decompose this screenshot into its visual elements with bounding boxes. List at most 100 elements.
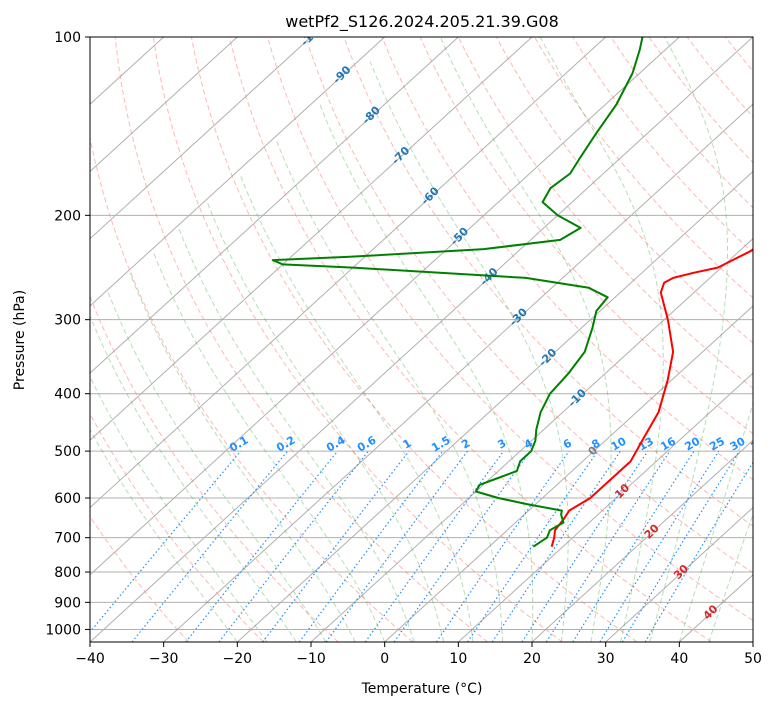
y-tick-label: 600 bbox=[54, 491, 81, 507]
mixing-ratio-line bbox=[467, 450, 599, 642]
dry-adiabat-line bbox=[572, 37, 753, 254]
dry-adiabat-line bbox=[305, 37, 753, 574]
mixing-ratio-line bbox=[218, 450, 369, 642]
moist-adiabat-line bbox=[439, 37, 612, 642]
moist-adiabat-line bbox=[206, 201, 445, 642]
x-axis-title: Temperature (°C) bbox=[361, 681, 483, 697]
mixing-ratio-label: 2 bbox=[459, 437, 472, 452]
background-labels: 0.1 0.2 0.4 0.6 1 1.5 2 3 4 6 8 10 13 16 20 25 30 36-100-… bbox=[227, 20, 768, 622]
y-tick-label: 200 bbox=[54, 208, 81, 224]
mixing-ratio-line bbox=[435, 450, 570, 642]
dry-adiabat-line bbox=[419, 37, 753, 435]
moist-adiabat-line bbox=[649, 37, 728, 642]
mixing-ratio-line bbox=[572, 450, 695, 642]
y-tick-label: 100 bbox=[54, 30, 81, 46]
profiles bbox=[271, 37, 753, 548]
x-tick-label: −40 bbox=[75, 651, 105, 667]
moist-adiabat-line bbox=[129, 272, 356, 642]
dewpoint-profile-line bbox=[271, 37, 644, 548]
y-tick-label: 800 bbox=[54, 565, 81, 581]
mixing-ratio-line bbox=[364, 450, 505, 642]
dry-adiabat-line bbox=[495, 37, 753, 344]
x-tick-label: 30 bbox=[597, 651, 615, 667]
x-tick-label: −20 bbox=[223, 651, 253, 667]
dry-adiabat-line bbox=[190, 37, 638, 642]
x-tick-label: −10 bbox=[296, 651, 326, 667]
x-tick-label: 50 bbox=[744, 651, 762, 667]
moist-adiabat-line bbox=[319, 104, 534, 642]
mixing-ratio-line bbox=[325, 450, 468, 642]
dry-adiabat-line bbox=[90, 295, 339, 642]
mixing-ratio-line bbox=[262, 450, 410, 642]
isotherm-line bbox=[163, 103, 753, 642]
dry-adiabat-line bbox=[686, 37, 753, 118]
isotherm-line bbox=[90, 37, 312, 240]
mixing-ratio-line bbox=[185, 450, 339, 642]
moist-adiabat-line bbox=[152, 251, 386, 642]
mixing-ratio-label: 36 bbox=[748, 434, 768, 453]
isotherm-line bbox=[457, 372, 753, 642]
x-tick-label: −30 bbox=[149, 651, 179, 667]
isotherm-line bbox=[90, 37, 680, 576]
x-tick-label: 0 bbox=[380, 651, 389, 667]
x-tick-label: 10 bbox=[449, 651, 467, 667]
background-lines bbox=[90, 37, 775, 642]
isotherm-line bbox=[605, 506, 753, 642]
moist-adiabat-line bbox=[708, 513, 753, 642]
y-tick-label: 300 bbox=[54, 313, 81, 329]
mixing-ratio-line bbox=[599, 450, 720, 642]
moist-adiabat-line bbox=[90, 375, 268, 642]
moist-adiabat-line bbox=[90, 314, 297, 642]
plot-frame bbox=[89, 36, 754, 643]
x-axis: −40 −30 −20 −10 0 10 20 30 40 50 bbox=[75, 642, 762, 667]
y-tick-label: 500 bbox=[54, 444, 81, 460]
isotherm-line bbox=[90, 37, 533, 442]
mixing-ratio-label: 6 bbox=[561, 436, 574, 451]
isotherm-line bbox=[90, 37, 386, 307]
moist-adiabat-line bbox=[239, 173, 474, 642]
mixing-ratio-line bbox=[644, 461, 753, 642]
chart-title: wetPf2_S126.2024.205.21.39.G08 bbox=[285, 12, 559, 32]
dry-adiabat-line bbox=[90, 412, 264, 642]
moist-adiabat-line bbox=[369, 61, 569, 642]
y-tick-label: 900 bbox=[54, 595, 81, 611]
y-axis: 1000 900 800 700 600 500 400 300 200 100 bbox=[45, 30, 90, 638]
moist-adiabat-line bbox=[539, 37, 664, 642]
mixing-ratio-line bbox=[90, 450, 242, 634]
dry-adiabat-line bbox=[114, 37, 488, 642]
dry-adiabat-line bbox=[90, 515, 190, 642]
mixing-ratio-line bbox=[491, 450, 621, 642]
isotherm-line bbox=[384, 305, 753, 642]
mixing-ratio-line bbox=[131, 450, 289, 642]
mixing-ratio-line bbox=[393, 450, 531, 642]
dry-adiabat-line bbox=[267, 37, 753, 622]
moist-adiabat-line bbox=[276, 141, 503, 642]
isotherm-line bbox=[90, 37, 459, 374]
mixing-ratio-line bbox=[545, 450, 671, 642]
dry-adiabat-line bbox=[610, 37, 753, 209]
dry-adiabat-line bbox=[229, 37, 712, 642]
temperature-profile-line bbox=[550, 248, 753, 547]
x-tick-label: 20 bbox=[523, 651, 541, 667]
dry-adiabat-line bbox=[763, 37, 775, 642]
y-tick-label: 700 bbox=[54, 531, 81, 547]
isotherm-line bbox=[531, 439, 753, 642]
dry-adiabat-line bbox=[534, 37, 753, 299]
mixing-ratio-line bbox=[621, 450, 740, 642]
isotherm-line bbox=[236, 170, 753, 642]
isotherm-label: -100 bbox=[298, 20, 327, 49]
isotherm-line bbox=[90, 37, 607, 509]
y-axis-title: Pressure (hPa) bbox=[12, 290, 28, 390]
moist-adiabat-line bbox=[178, 227, 415, 642]
dry-adiabat-line bbox=[343, 37, 753, 527]
x-tick-label: 40 bbox=[670, 651, 688, 667]
dry-adiabat-line bbox=[457, 37, 753, 389]
isotherm-line bbox=[90, 37, 753, 642]
y-tick-label: 400 bbox=[54, 387, 81, 403]
y-tick-label: 1000 bbox=[45, 622, 81, 638]
dry-adiabat-line bbox=[648, 37, 753, 164]
isotherm-line bbox=[752, 641, 753, 642]
isotherm-line bbox=[90, 37, 238, 173]
moist-adiabat-line bbox=[107, 292, 327, 642]
